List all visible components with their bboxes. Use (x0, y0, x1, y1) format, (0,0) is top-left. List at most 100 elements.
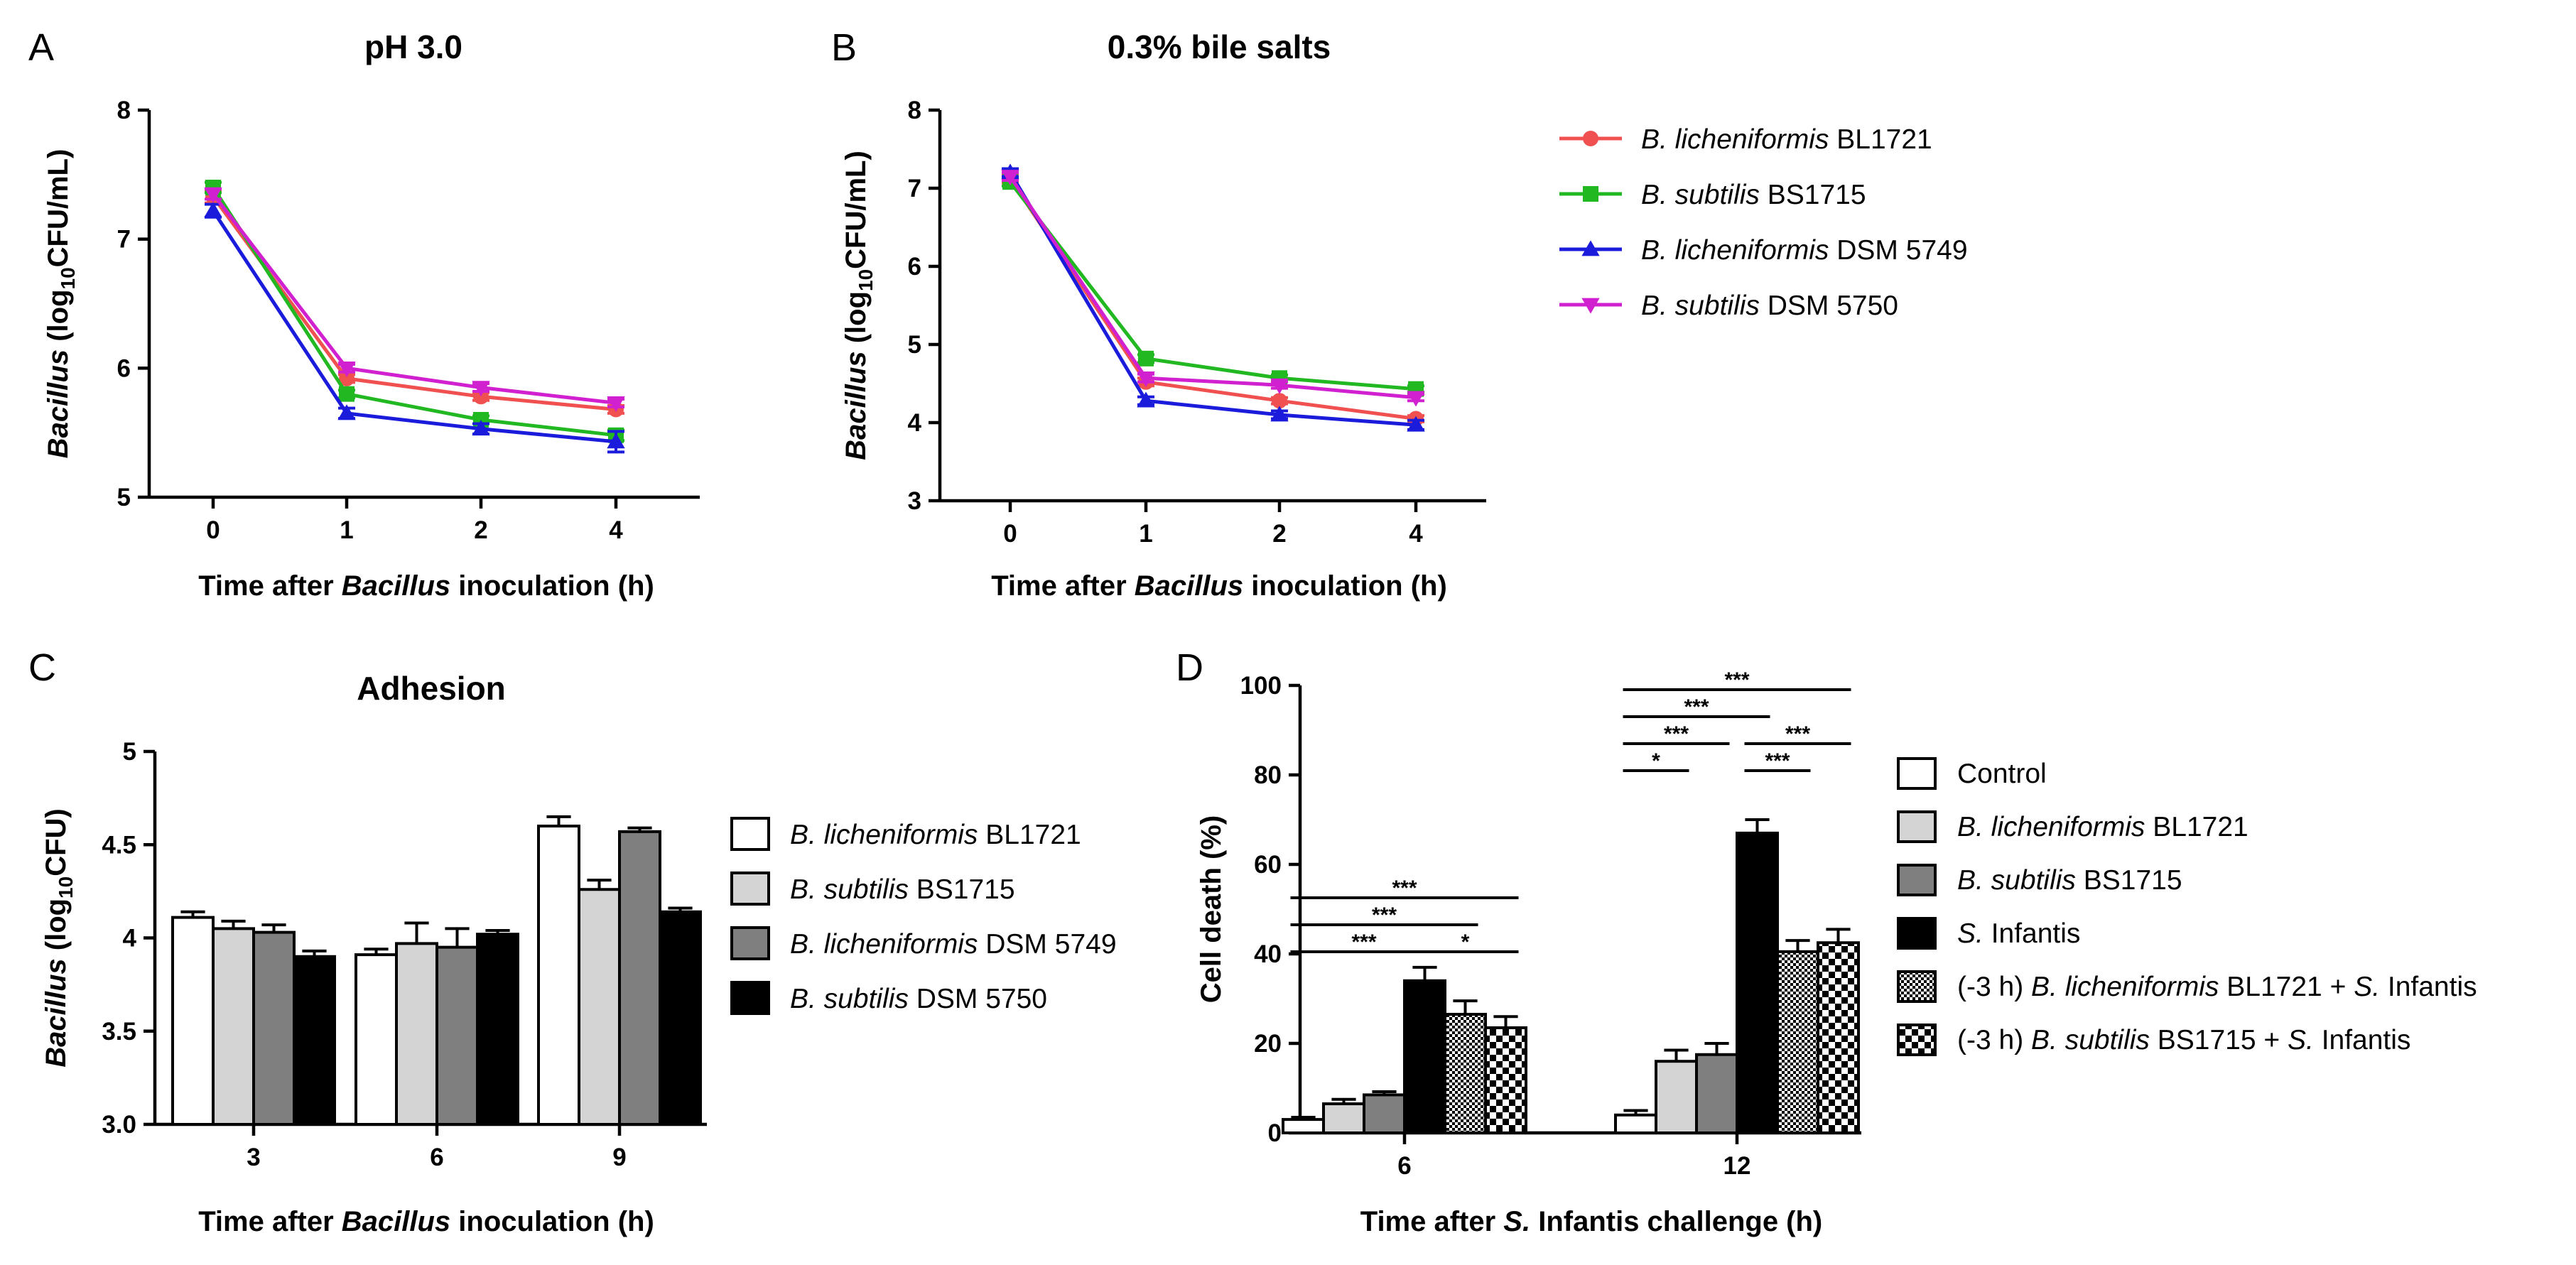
legend-bar-label: (-3 h) B. subtilis BS1715 + S. Infantis (1957, 1025, 2410, 1055)
panel-b-x-tick-label: 2 (1272, 520, 1286, 548)
legend-marker (1583, 131, 1598, 146)
panel-c-chart: 3.0 3.5 4 4.5 5 Bacillus (log10CFU) Time after… (40, 670, 707, 1237)
legend-label-part: S. (1957, 918, 1984, 949)
panel-c-bar (659, 910, 702, 1126)
legend-label-italic: B. licheniformis (790, 929, 978, 960)
legend-bar-label: Control (1957, 759, 2047, 789)
legend-label-text: BL1721 (978, 820, 1081, 850)
legend-label-part: (-3 h) (1957, 972, 2031, 1002)
legend-bar-swatch (1897, 970, 1937, 1003)
panel-a-data-point (337, 404, 356, 420)
panel-a-data-point (607, 433, 625, 449)
panel-c-y-label-subscript: 10 (55, 876, 77, 898)
significance-label: *** (1765, 749, 1790, 773)
bar-legend-d: Control B. licheniformis BL1721 B. subtili… (1897, 757, 2477, 1056)
panel-b-data-point (1272, 393, 1287, 409)
panel-c-y-tick-label: 4.5 (102, 831, 136, 859)
panel-c-bar (355, 953, 398, 1126)
panel-b-y-tick-label: 6 (908, 253, 921, 281)
legend-label-text: DSM 5749 (978, 929, 1116, 960)
panel-d-x-label-pre: Time after (1360, 1206, 1504, 1237)
legend-label-part: BL1721 (2145, 812, 2248, 842)
panel-d-bar (1655, 1060, 1698, 1134)
panel-b-x-label-pre: Time after (991, 570, 1135, 602)
panel-c-x-axis-label: Time after Bacillus inoculation (h) (198, 1206, 654, 1237)
legend-label-italic: B. subtilis (790, 874, 909, 905)
panel-c-y-label-italic: Bacillus (40, 958, 72, 1067)
panel-c-bar (618, 830, 661, 1126)
legend-line-label: B. licheniformis BL1721 (1641, 124, 1932, 155)
panel-b-x-axis-label: Time after Bacillus inoculation (h) (991, 570, 1447, 602)
panel-b-x-tick-label: 4 (1409, 520, 1423, 548)
panel-d-x-label-post: Infantis challenge (h) (1530, 1206, 1822, 1237)
panel-b-data-point (1137, 371, 1155, 387)
legend-label-italic: B. subtilis (790, 984, 909, 1014)
panel-a-x-tick-label: 0 (206, 516, 220, 544)
legend-label-part: S. (2354, 972, 2380, 1002)
panel-c-y-label-text: (log (40, 898, 72, 958)
panel-c-x-label-post: inoculation (h) (450, 1206, 654, 1237)
legend-label-part: BL1721 + (2219, 972, 2354, 1002)
legend-label-italic: B. licheniformis (790, 820, 978, 850)
panel-b-y-tick-label: 5 (908, 331, 921, 359)
panel-c-bar (476, 933, 519, 1126)
panel-a-y-tick-label: 6 (117, 354, 131, 382)
panel-a-chart-title: pH 3.0 (364, 28, 462, 65)
panel-a-y-label-subscript: 10 (57, 267, 79, 289)
legend-bar-label: B. subtilis BS1715 (790, 874, 1015, 905)
panel-a-data-point (204, 187, 222, 203)
legend-label-part: B. licheniformis (2031, 972, 2219, 1002)
legend-label-part: Infantis (1984, 918, 2081, 949)
panel-a-y-label-unit: CFU/mL) (43, 149, 74, 268)
legend-label-text: DSM 5750 (1760, 291, 1898, 321)
panel-a-y-tick-label: 8 (117, 97, 131, 124)
panel-b-data-point (1407, 416, 1425, 432)
panel-d-bar (1776, 950, 1819, 1134)
panel-c-y-tick-label: 5 (123, 738, 136, 766)
significance-label: *** (1785, 722, 1810, 746)
line-legend: B. licheniformis BL1721 B. subtilis BS171… (1559, 124, 1968, 321)
panel-a-y-label-italic: Bacillus (43, 349, 74, 458)
panel-c-x-tick-label: 9 (612, 1144, 626, 1171)
legend-label-text: BL1721 (1829, 124, 1932, 155)
panel-c-x-label-italic: Bacillus (342, 1206, 450, 1237)
legend-bar-label: B. licheniformis BL1721 (790, 820, 1081, 850)
panel-b-x-label-post: inoculation (h) (1243, 570, 1447, 602)
significance-label: *** (1351, 930, 1376, 954)
legend-line-label: B. subtilis DSM 5750 (1641, 291, 1898, 321)
panel-a-x-label-post: inoculation (h) (450, 570, 654, 602)
panel-c-x-tick-label: 3 (247, 1144, 260, 1171)
panel-b-data-point (1270, 378, 1289, 394)
panel-a-series-line (211, 210, 617, 444)
panel-a-y-axis-label: Bacillus (log10CFU/mL) (43, 149, 79, 459)
panel-a-x-tick-label: 2 (474, 516, 487, 544)
panel-b-y-axis-label: Bacillus (log10CFU/mL) (840, 151, 877, 460)
panel-d-y-tick-label: 20 (1254, 1030, 1282, 1058)
panel-c-x-label-pre: Time after (198, 1206, 342, 1237)
legend-label-text: BS1715 (909, 874, 1015, 905)
legend-label-text: BS1715 (1760, 180, 1866, 210)
panel-d-bar (1736, 831, 1779, 1135)
panel-a-series-line (211, 186, 617, 438)
panel-b-series-line (1009, 180, 1417, 391)
panel-c-bar (252, 930, 296, 1126)
panel-a-data-point (607, 396, 625, 413)
panel-a-data-point (204, 202, 222, 218)
panel-b-data-point (1138, 350, 1154, 367)
panel-d-x-tick-label: 6 (1397, 1152, 1411, 1180)
legend-label-part: B. subtilis (2031, 1025, 2150, 1055)
significance-label: *** (1372, 903, 1397, 927)
panel-d-y-tick-label: 40 (1254, 940, 1282, 968)
panel-d-y-tick-label: 60 (1254, 851, 1282, 879)
legend-bar-label: B. licheniformis BL1721 (1957, 812, 2248, 842)
panel-d-bar (1403, 979, 1446, 1135)
panel-a-series-line (212, 192, 617, 405)
significance-label: *** (1684, 695, 1709, 719)
panel-letter-b: B (831, 26, 857, 69)
panel-b-y-label-italic: Bacillus (840, 351, 872, 460)
panel-b-y-tick-label: 8 (908, 97, 921, 124)
panel-a-y-tick-label: 5 (117, 484, 131, 511)
panel-a-data-point (339, 370, 355, 386)
panel-a-x-label-italic: Bacillus (342, 570, 450, 602)
